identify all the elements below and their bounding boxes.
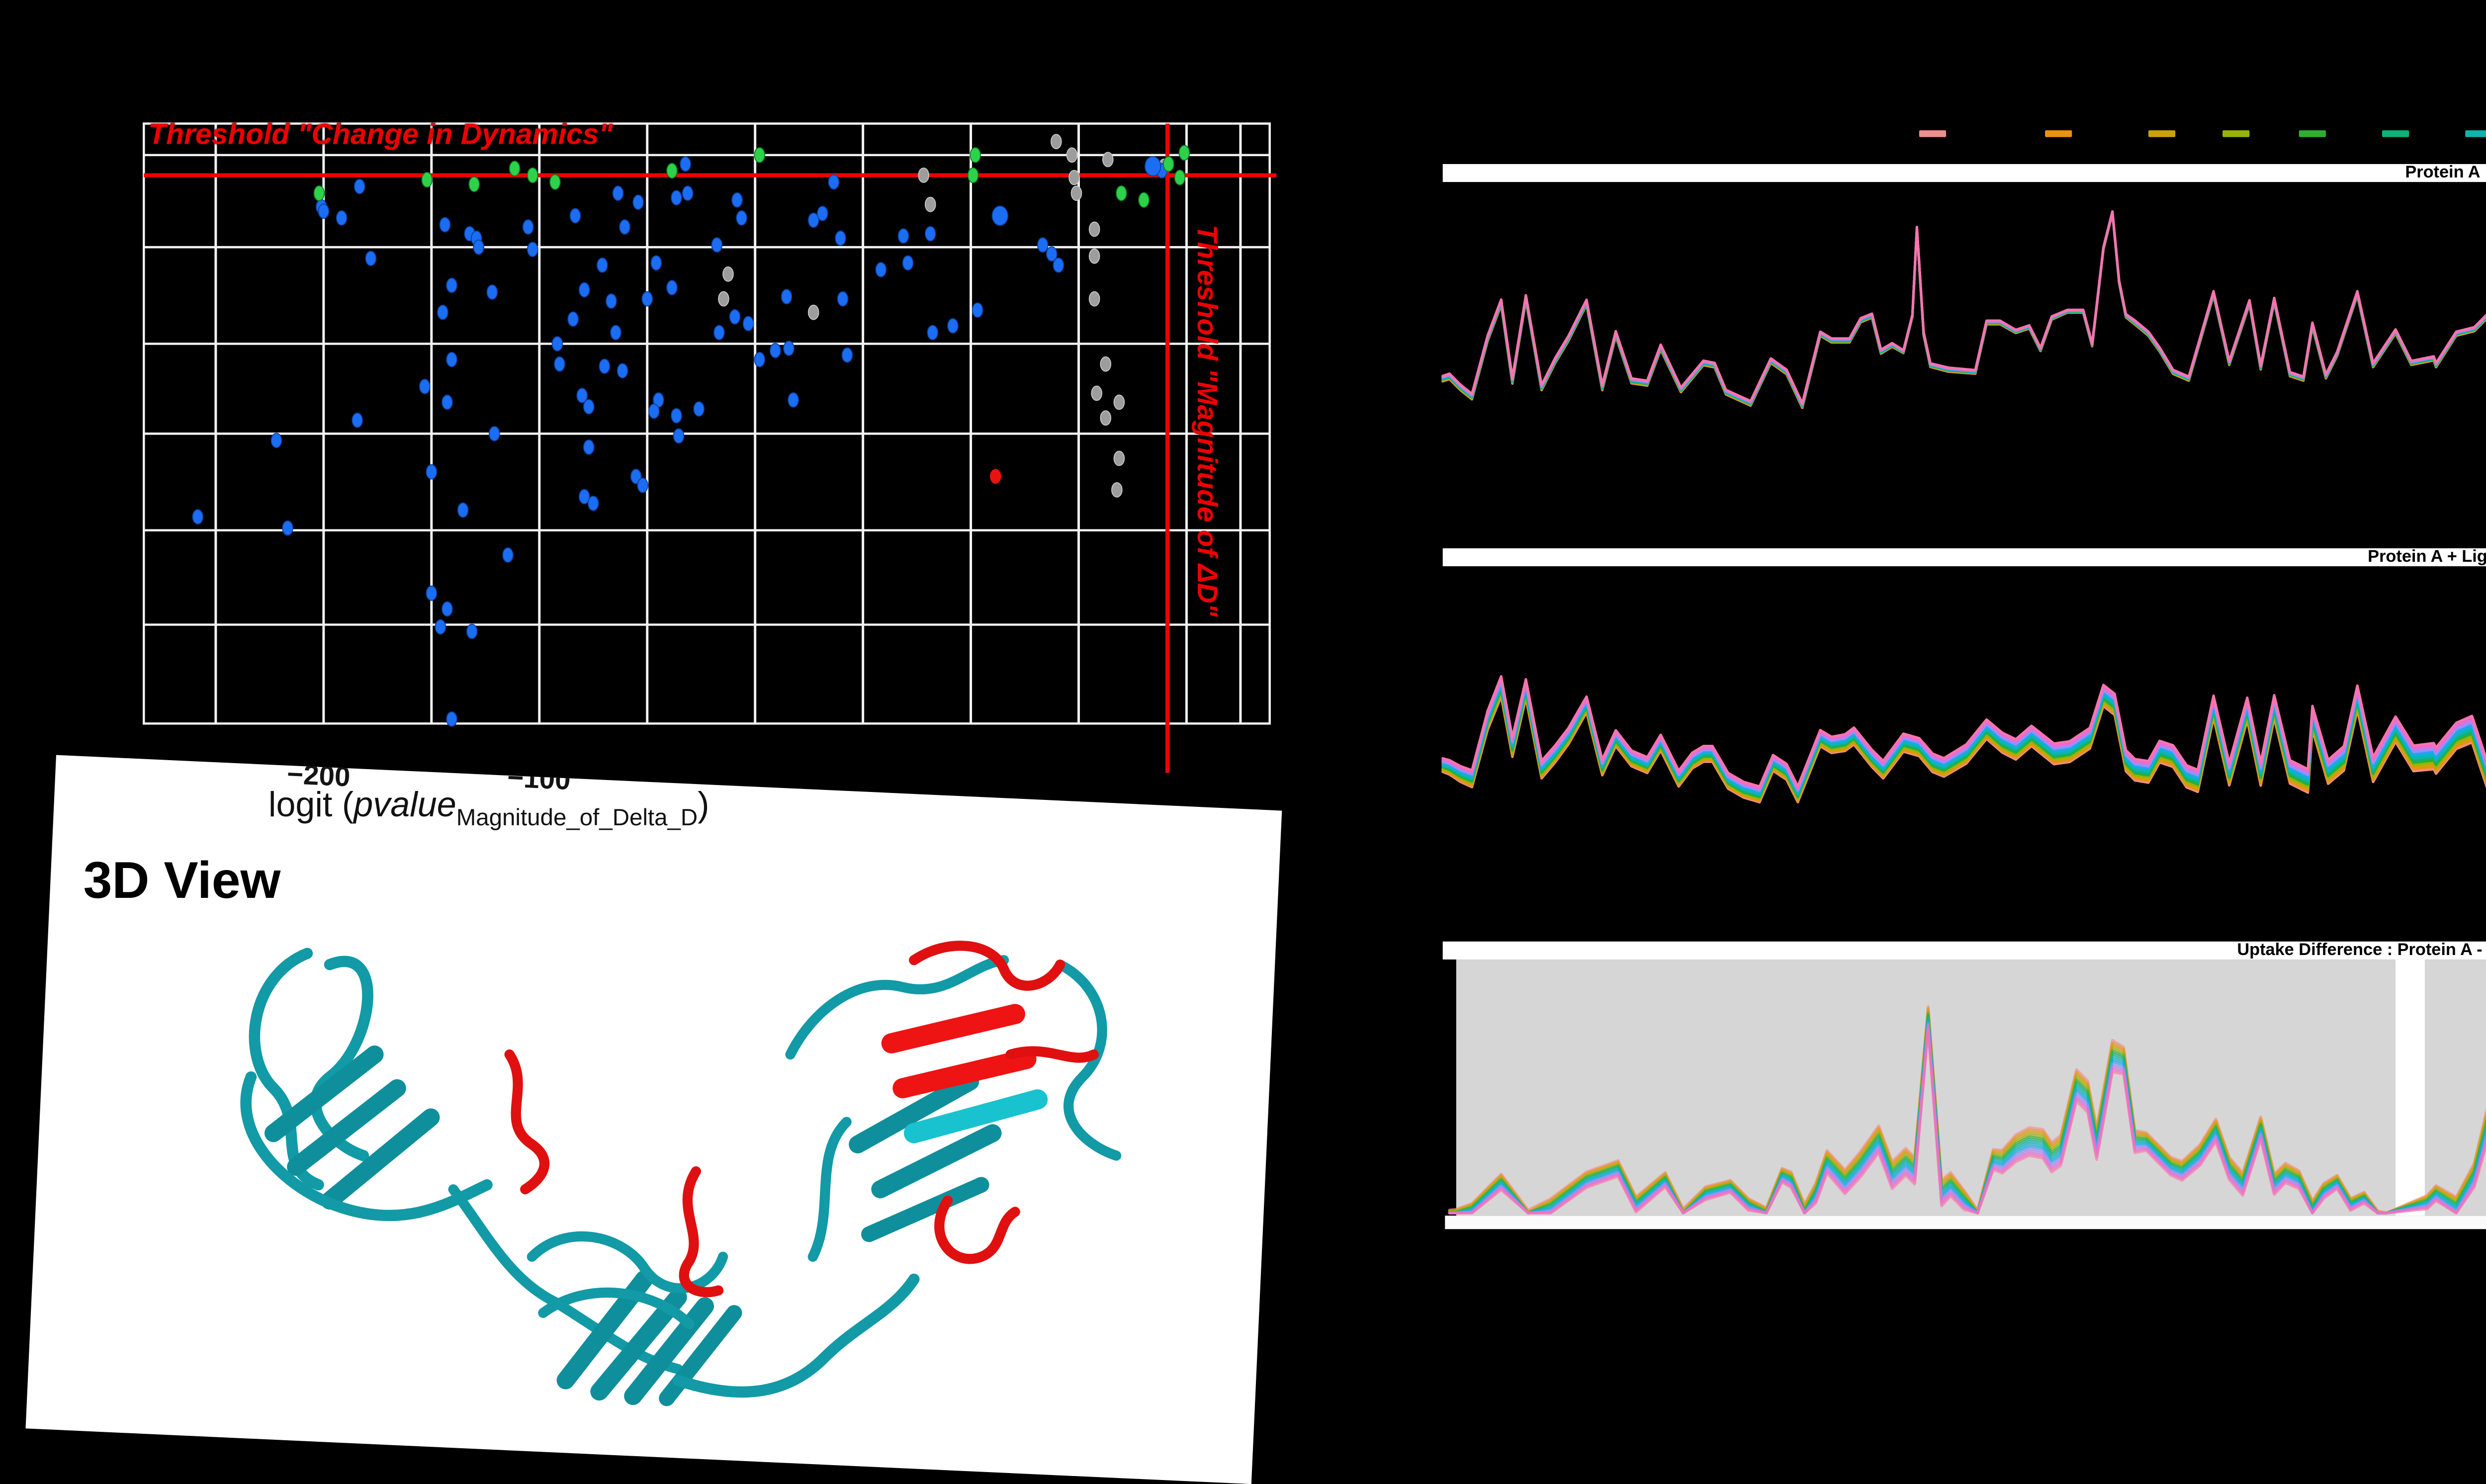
legend-dash-1[interactable]	[1919, 129, 1947, 138]
chart1-title-strip: Protein A	[1442, 161, 2486, 181]
chart3-title-strip: Uptake Difference : Protein A - (Protein…	[1442, 939, 2486, 960]
ribbon-red	[679, 1166, 724, 1298]
ribbon-red	[504, 1049, 550, 1195]
protein-ribbon-structure[interactable]	[116, 920, 1218, 1437]
legend-dash-7[interactable]	[2465, 129, 2486, 138]
ribbon-teal	[287, 1079, 406, 1176]
ribbon-red	[909, 941, 1065, 991]
ribbon-red	[881, 1004, 1025, 1053]
chart2-title-strip: Protein A + Ligand	[1442, 545, 2486, 565]
volcano-threshold-dynamics-label: Threshold "Change in Dynamics"	[148, 117, 613, 151]
legend-dash-5[interactable]	[2299, 129, 2326, 138]
volcano-plot-svg[interactable]	[0, 0, 1348, 775]
ribbon-teal	[861, 1177, 989, 1242]
chart-protein-a-ligand[interactable]	[1441, 565, 2486, 941]
ribbon-red	[892, 1048, 1037, 1099]
chart3-gray-background	[1456, 959, 2486, 1215]
chart3-bottom-strip	[1445, 1216, 2486, 1229]
chart2-title: Protein A + Ligand	[2368, 545, 2486, 565]
ribbon-teal	[538, 1287, 695, 1329]
3d-view-panel[interactable]: −200 −100 logit (pvalueMagnitude_of_Delt…	[25, 755, 1282, 1484]
ribbon-red	[934, 1195, 1020, 1264]
ribbon-teal	[785, 955, 1009, 1060]
3d-view-title: 3D View	[83, 851, 281, 909]
chart1-title: Protein A	[2405, 161, 2481, 181]
ribbon-teal	[807, 1117, 852, 1262]
chart3-title: Uptake Difference : Protein A - (Protein…	[2237, 939, 2486, 960]
chart3-white-band-1	[2396, 959, 2425, 1215]
ribbon-teal	[871, 1124, 1002, 1199]
ribbon-teal	[264, 1046, 384, 1142]
ribbon-teal	[240, 1071, 493, 1222]
volcano-xaxis-label: logit (pvalueMagnitude_of_Delta_D)	[268, 787, 710, 832]
ribbon-teal	[903, 1089, 1048, 1143]
ribbon-teal	[527, 1231, 728, 1294]
legend-dash-2[interactable]	[2045, 129, 2072, 138]
ribbon-teal	[320, 1108, 440, 1210]
ribbon-teal	[849, 1072, 979, 1153]
ribbon-red	[1005, 1046, 1099, 1063]
legend-dash-4[interactable]	[2222, 129, 2250, 138]
series-legend	[0, 126, 2486, 148]
chart-uptake-difference[interactable]	[1443, 960, 2486, 1216]
legend-dash-3[interactable]	[2148, 129, 2176, 138]
chart-protein-a[interactable]	[1441, 181, 2486, 547]
ribbon-teal	[1055, 960, 1122, 1161]
volcano-threshold-magnitude-label: Threshold "Magnitude of ΔD"	[1191, 224, 1223, 617]
legend-dash-6[interactable]	[2382, 129, 2409, 138]
volcano-plot[interactable]	[0, 0, 1348, 775]
